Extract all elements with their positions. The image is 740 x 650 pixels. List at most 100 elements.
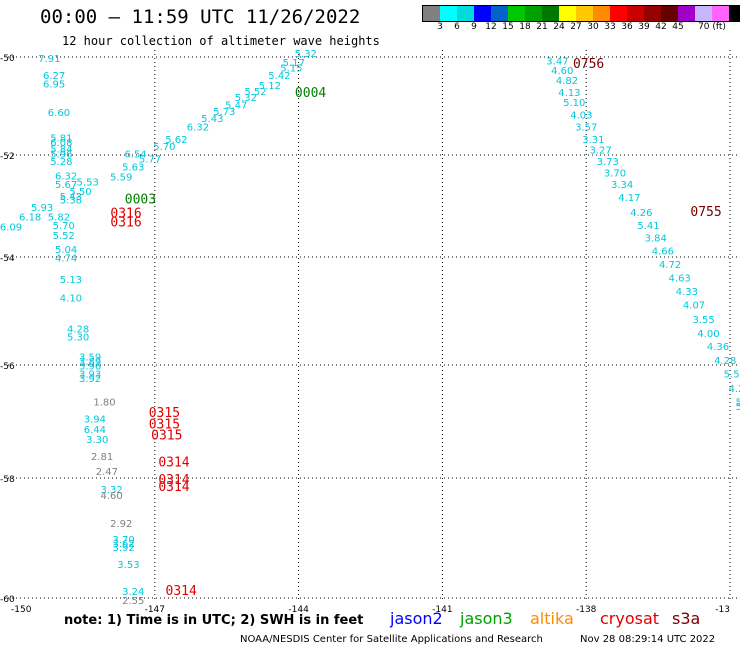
wave-height-label: 2.81 xyxy=(91,452,113,463)
wave-height-label: 4.28 xyxy=(67,325,89,336)
lat-tick-label: -50 xyxy=(0,54,15,64)
wave-height-label: 5.15 xyxy=(280,64,302,75)
footer-timestamp: Nov 28 08:29:14 UTC 2022 xyxy=(580,634,716,645)
page-title: 00:00 – 11:59 UTC 11/26/2022 xyxy=(40,6,361,28)
scale-label: 9 xyxy=(471,22,477,32)
wave-height-label: 1.80 xyxy=(93,398,115,409)
wave-height-label: 5.81 xyxy=(50,133,72,144)
wave-height-label: 4.07 xyxy=(683,300,705,311)
wave-height-label: 3.27 xyxy=(589,146,611,157)
wave-height-label: 5.28 xyxy=(50,157,72,168)
scale-swatch xyxy=(610,6,627,21)
page-subtitle: 12 hour collection of altimeter wave hei… xyxy=(62,34,380,48)
wave-height-label: 4.00 xyxy=(697,329,719,340)
satellite-legend-s3a: s3a xyxy=(672,609,701,628)
wave-height-label: 5.32 xyxy=(736,402,740,413)
wave-height-label: 4.82 xyxy=(556,76,578,87)
map-tick-labels: -50 -52 -54 -56 -58 -60-150 -147 -144 -141 -138 -1… xyxy=(0,54,730,615)
wave-height-label: 5.32 xyxy=(295,49,317,60)
wave-height-label: 5.62 xyxy=(165,135,187,146)
wave-height-label: 5.93 xyxy=(31,203,53,214)
scale-swatch xyxy=(508,6,525,21)
wave-height-label: 3.57 xyxy=(575,123,597,134)
wave-height-label: 3.89 xyxy=(79,357,101,368)
scale-label: 39 xyxy=(638,22,650,32)
wave-height-label: 5.67 xyxy=(55,180,77,191)
wave-height-label: 3.92 xyxy=(113,543,135,554)
scale-swatch xyxy=(678,6,695,21)
wave-height-label: 3.32 xyxy=(101,485,123,496)
pass-time-label: 0315 xyxy=(151,429,182,444)
pass-time-label: 0003 xyxy=(125,192,156,207)
pass-time-label: 0316 xyxy=(110,215,141,230)
wave-height-label: 4.74 xyxy=(55,253,77,264)
wave-height-label: 5.50 xyxy=(69,187,91,198)
wave-height-label: 5.73 xyxy=(213,107,235,118)
scale-label: 30 xyxy=(587,22,599,32)
scale-swatch xyxy=(729,6,740,21)
wave-height-label: 5.13 xyxy=(60,275,82,286)
scale-swatch xyxy=(712,6,729,21)
wave-height-label: 4.60 xyxy=(551,66,573,77)
scale-label: 3 xyxy=(437,22,443,32)
lat-tick-label: -54 xyxy=(0,254,15,264)
wave-height-label: 5.63 xyxy=(122,162,144,173)
lon-tick-label: -144 xyxy=(288,605,309,615)
lat-tick-label: -52 xyxy=(0,152,15,162)
pass-time-label: 0316 xyxy=(110,207,141,222)
footer-credit: NOAA/NESDIS Center for Satellite Applica… xyxy=(240,634,543,645)
scale-swatch xyxy=(627,6,644,21)
wave-height-label: 6.18 xyxy=(19,212,41,223)
scale-swatch xyxy=(644,6,661,21)
scale-swatch xyxy=(695,6,712,21)
wave-height-label: 3.47 xyxy=(546,56,568,67)
wave-height-label: 5.17 xyxy=(283,58,305,69)
scale-swatch xyxy=(474,6,491,21)
wave-height-label: 4.26 xyxy=(630,208,652,219)
pass-time-label: 0755 xyxy=(690,205,721,220)
wave-height-label: 5.52 xyxy=(53,231,75,242)
pass-time-label: 0315 xyxy=(149,406,180,421)
wave-height-label: 4.66 xyxy=(652,246,674,257)
pass-time-label: 0314 xyxy=(166,584,197,599)
wave-height-label: 4.33 xyxy=(676,287,698,298)
scale-swatch xyxy=(593,6,610,21)
scale-label: 33 xyxy=(604,22,616,32)
scale-swatch xyxy=(559,6,576,21)
wave-height-label: 3.70 xyxy=(604,168,626,179)
wave-height-label: 5.52 xyxy=(244,87,266,98)
map-data-labels: 7.91 6.276.95 6.60 5.816.085.845.965.28 6.32… xyxy=(0,49,740,607)
wave-height-label: 3.34 xyxy=(611,180,633,191)
satellite-legend-jason3: jason3 xyxy=(460,609,513,628)
wave-height-label: 3.62 xyxy=(113,539,135,550)
lon-tick-label: -147 xyxy=(145,605,165,615)
wave-height-label: 3.92 xyxy=(79,374,101,385)
pass-time-label: 0756 xyxy=(573,57,604,72)
satellite-legend-altika: altika xyxy=(530,609,574,628)
wave-height-label: 2.55 xyxy=(122,596,144,607)
wave-height-label: 5.70 xyxy=(153,142,175,153)
wave-height-label: 5.43 xyxy=(201,114,223,125)
wave-height-label: 6.54 xyxy=(124,150,146,161)
wave-height-label: 5.33 xyxy=(736,398,740,409)
wave-height-label: 5.77 xyxy=(139,155,161,166)
wave-height-label: 5.59 xyxy=(110,173,132,184)
wave-height-label: 5.96 xyxy=(50,150,72,161)
wave-height-label: 4.17 xyxy=(618,193,640,204)
wave-height-label: 6.44 xyxy=(84,425,106,436)
wave-height-label: 3.30 xyxy=(86,435,108,446)
lat-tick-label: -60 xyxy=(0,595,15,605)
scale-label: 36 xyxy=(621,22,633,32)
wave-height-label: 6.09 xyxy=(0,222,22,233)
scale-swatch xyxy=(457,6,474,21)
wave-height-label: 4.28 xyxy=(714,356,736,367)
wave-height-label: 7.91 xyxy=(38,54,60,65)
wave-height-label: 4.03 xyxy=(570,110,592,121)
pass-time-label: 0004 xyxy=(295,86,326,101)
wave-height-label: 3.84 xyxy=(645,234,667,245)
lon-tick-label: -138 xyxy=(576,605,597,615)
wave-height-label: 5.12 xyxy=(259,81,281,92)
wave-height-label: 4.10 xyxy=(60,293,82,304)
scale-label: 18 xyxy=(519,22,531,32)
wave-height-label: 4.60 xyxy=(101,491,123,502)
